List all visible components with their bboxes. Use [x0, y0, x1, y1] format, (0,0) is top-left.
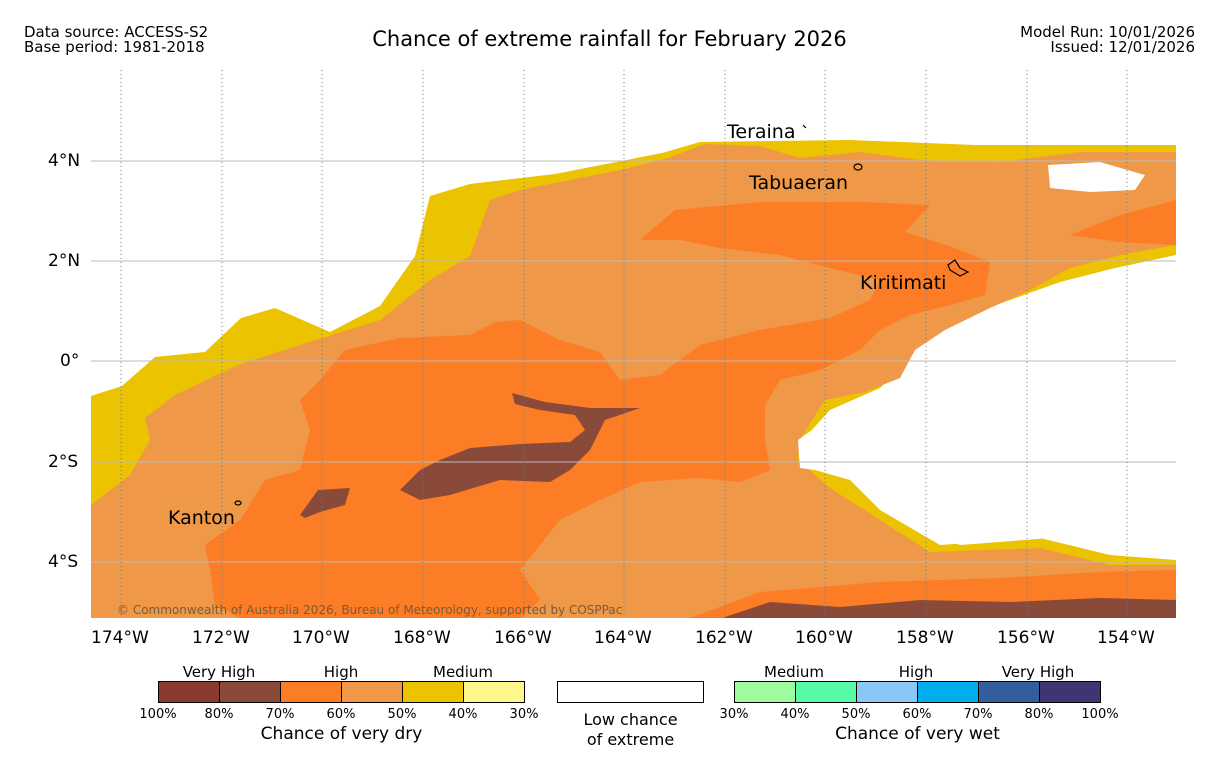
lon-gridlines — [120, 70, 1128, 618]
legend-wet-heading: Medium — [764, 663, 824, 681]
lon-tick-label: 172°W — [192, 628, 250, 648]
issued-label: Issued: 12/01/2026 — [1050, 38, 1195, 56]
region-dry-80-100 — [400, 393, 640, 500]
legend-dry-tick: 70% — [265, 707, 295, 722]
lon-tick-label: 166°W — [494, 628, 552, 648]
legend-swatch-dry — [402, 681, 464, 703]
region-dry-70-60-east — [1070, 200, 1176, 245]
legend-wet-title: Chance of very wet — [835, 724, 1000, 744]
legend-wet-heading: High — [898, 663, 934, 681]
island-kanton-outline — [234, 500, 242, 506]
legend-swatch-wet — [856, 681, 918, 703]
map-plot-area — [91, 70, 1176, 618]
legend-wet-tick: 40% — [780, 707, 810, 722]
legend-wet-heading: Very High — [1001, 663, 1075, 681]
legend-swatch-dry — [463, 681, 525, 703]
legend-wet-tick: 70% — [963, 707, 993, 722]
lon-tick-label: 174°W — [91, 628, 149, 648]
legend-dry-tick: 40% — [448, 707, 478, 722]
region-dry-70-60-south — [690, 570, 1176, 618]
island-tabuaeran-outline — [853, 163, 863, 171]
legend-dry-tick: 60% — [326, 707, 356, 722]
lat-tick-label: 2°S — [48, 452, 79, 472]
legend-wet-tick: 100% — [1081, 707, 1119, 722]
region-dry-80-100-south — [722, 596, 1176, 618]
copyright-notice: © Commonwealth of Australia 2026, Bureau… — [117, 603, 623, 617]
lon-tick-label: 162°W — [695, 628, 753, 648]
island-teraina-outline — [802, 124, 807, 129]
legend-dry-heading: High — [323, 663, 359, 681]
legend-wet-tick: 30% — [719, 707, 749, 722]
legend-swatch-dry — [219, 681, 281, 703]
legend-dry-tick: 50% — [387, 707, 417, 722]
page-title: Chance of extreme rainfall for February … — [372, 27, 847, 51]
legend-swatch-wet — [734, 681, 796, 703]
lon-tick-label: 160°W — [795, 628, 853, 648]
lat-gridlines — [91, 160, 1176, 563]
base-period-label: Base period: 1981-2018 — [24, 38, 205, 56]
legend-low-line2: of extreme — [586, 730, 675, 749]
lat-tick-label: 4°N — [48, 151, 81, 171]
legend-swatch-low-chance — [557, 681, 704, 703]
legend-swatch-wet — [1039, 681, 1101, 703]
region-dry-80-100-west — [300, 488, 350, 518]
lon-tick-label: 168°W — [393, 628, 451, 648]
legend-swatch-wet — [795, 681, 857, 703]
lon-tick-label: 156°W — [997, 628, 1055, 648]
legend-wet-tick: 80% — [1024, 707, 1054, 722]
island-kiritimati-outline — [947, 259, 970, 277]
place-label-tabuaeran: Tabuaeran — [749, 172, 849, 194]
region-low-chance-east — [860, 262, 1176, 555]
lon-tick-label: 164°W — [594, 628, 652, 648]
legend-dry-title: Chance of very dry — [260, 724, 423, 744]
legend-low-line1: Low chance — [583, 710, 678, 729]
legend-dry-tick: 80% — [204, 707, 234, 722]
island-outlines — [234, 124, 970, 506]
legend-swatch-wet — [917, 681, 979, 703]
lon-tick-label: 154°W — [1097, 628, 1155, 648]
legend-swatch-dry — [341, 681, 403, 703]
lon-tick-label: 158°W — [896, 628, 954, 648]
legend-swatch-dry — [280, 681, 342, 703]
legend-swatch-wet — [978, 681, 1040, 703]
place-label-kanton: Kanton — [168, 507, 235, 529]
model-run-label: Model Run: 10/01/2026 — [1020, 23, 1195, 41]
legend-wet-tick: 60% — [902, 707, 932, 722]
legend-dry-heading: Very High — [182, 663, 256, 681]
legend-dry-tick: 30% — [509, 707, 539, 722]
lat-tick-label: 0° — [60, 351, 80, 371]
lat-tick-label: 4°S — [48, 552, 79, 572]
lat-tick-label: 2°N — [48, 251, 81, 271]
data-source-label: Data source: ACCESS-S2 — [24, 23, 209, 41]
region-low-chance-ne — [1048, 162, 1145, 192]
legend-dry-heading: Medium — [433, 663, 493, 681]
legend-wet-tick: 50% — [841, 707, 871, 722]
region-low-chance-2s — [798, 430, 815, 470]
legend-swatch-dry — [158, 681, 220, 703]
place-label-kiritimati: Kiritimati — [860, 272, 947, 294]
legend-dry-tick: 100% — [139, 707, 177, 722]
lon-tick-label: 170°W — [292, 628, 350, 648]
place-label-teraina: Teraina — [727, 121, 796, 143]
